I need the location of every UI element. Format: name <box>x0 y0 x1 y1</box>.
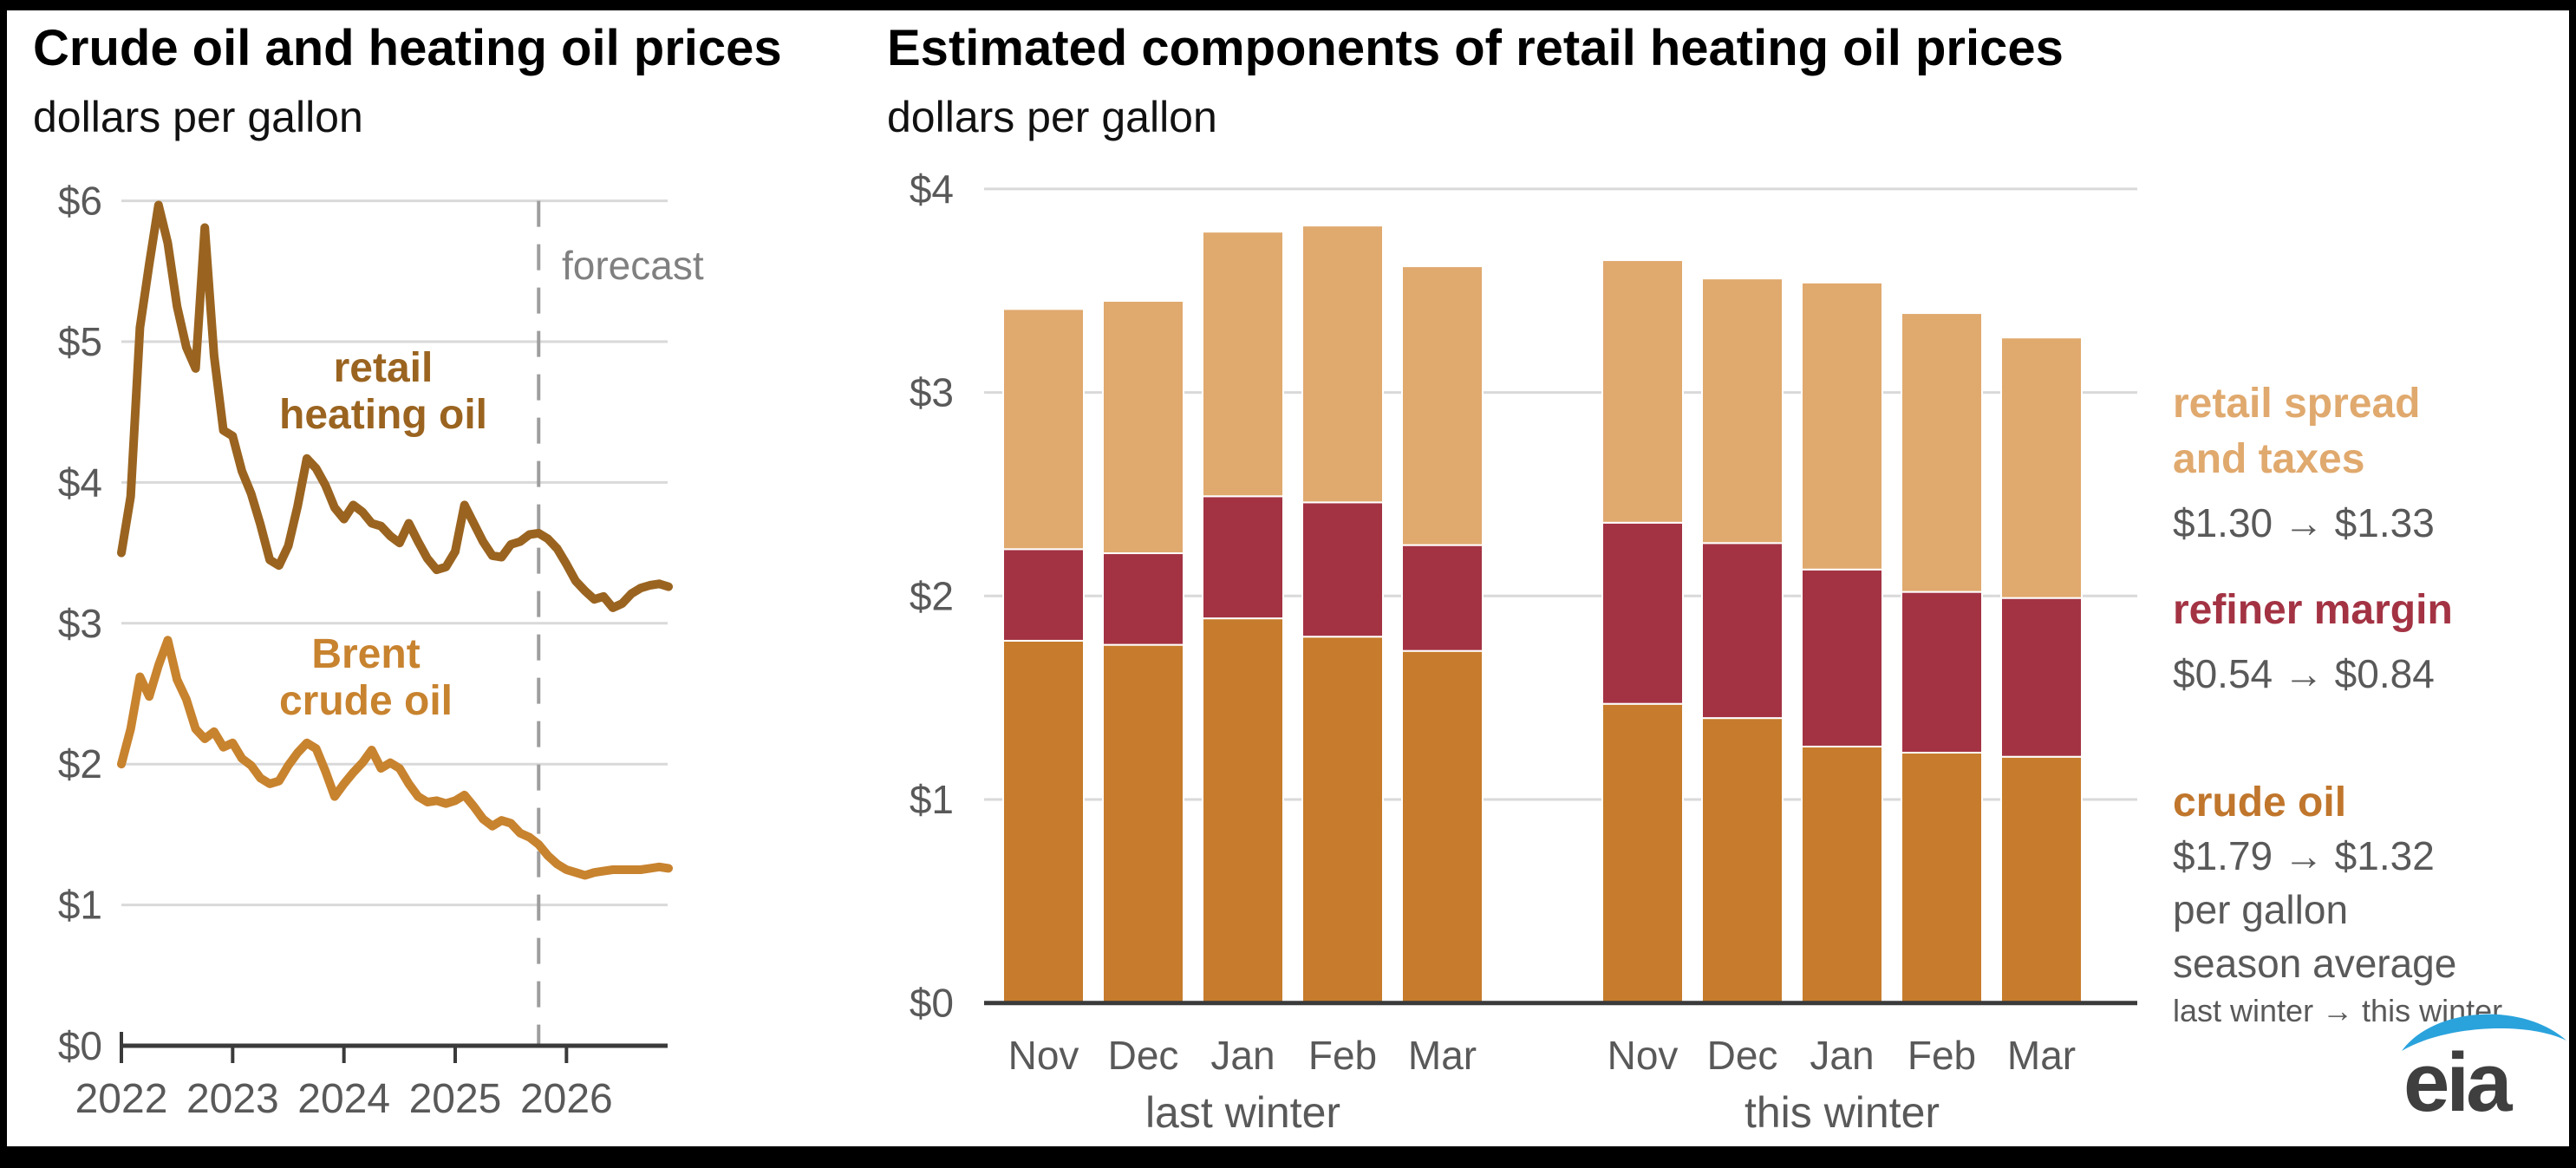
svg-text:$3: $3 <box>58 601 102 646</box>
svg-text:$2: $2 <box>58 741 102 786</box>
svg-text:$3: $3 <box>910 370 954 415</box>
svg-text:$5: $5 <box>58 319 102 364</box>
svg-text:2025: 2025 <box>409 1076 502 1122</box>
frame-top <box>0 0 2576 10</box>
svg-text:last winter: last winter <box>1145 1088 1340 1137</box>
svg-text:Dec: Dec <box>1108 1033 1179 1078</box>
svg-text:Mar: Mar <box>2007 1033 2076 1078</box>
svg-text:$1: $1 <box>58 883 102 928</box>
line-chart-crude-and-heating-oil-prices: 2022 2023 2024 2025 2026 $0 $1 $2 $3 $4 $5 $6 foreca… <box>58 179 704 1122</box>
bar-chart-legend: retail spread and taxes $1.30 → $1.33 re… <box>2173 376 2572 1032</box>
left-chart-subtitle: dollars per gallon <box>33 93 363 141</box>
legend-crude-oil-label: crude oil <box>2173 780 2347 825</box>
svg-text:$1: $1 <box>910 777 954 822</box>
svg-text:2023: 2023 <box>186 1076 279 1122</box>
legend-retail-spread-values: $1.30 → $1.33 <box>2173 500 2435 545</box>
right-chart-title: Estimated components of retail heating o… <box>887 20 2064 76</box>
svg-text:this winter: this winter <box>1745 1088 1940 1137</box>
svg-text:Feb: Feb <box>1908 1033 1976 1078</box>
svg-text:Nov: Nov <box>1608 1033 1679 1078</box>
frame-left <box>0 0 7 1168</box>
svg-text:2026: 2026 <box>520 1076 613 1122</box>
svg-text:$4: $4 <box>58 460 102 505</box>
svg-text:2022: 2022 <box>75 1076 168 1122</box>
svg-text:Nov: Nov <box>1008 1033 1079 1078</box>
svg-text:Feb: Feb <box>1308 1033 1377 1078</box>
svg-text:heating oil: heating oil <box>279 392 487 438</box>
legend-per-gallon-note: per gallon <box>2173 887 2349 932</box>
stacked-bar-chart-heating-oil-components: Nov Dec Jan Feb Mar last winter Nov Dec Jan Feb Ma… <box>910 166 2137 1137</box>
svg-text:$0: $0 <box>58 1023 102 1068</box>
svg-text:$4: $4 <box>910 166 954 212</box>
legend-refiner-margin-values: $0.54 → $0.84 <box>2173 651 2435 696</box>
svg-text:forecast: forecast <box>562 243 704 288</box>
eia-logo-text: eia <box>2403 1036 2512 1129</box>
eia-logo-swoosh-icon <box>2402 1014 2566 1051</box>
svg-text:crude oil: crude oil <box>279 678 453 724</box>
svg-text:$2: $2 <box>910 573 954 618</box>
legend-refiner-margin-label: refiner margin <box>2173 587 2453 633</box>
svg-text:Dec: Dec <box>1707 1033 1778 1078</box>
legend-season-average-note: season average <box>2173 941 2457 986</box>
svg-text:$6: $6 <box>58 179 102 224</box>
legend-retail-spread-label: retail spread and taxes <box>2173 381 2421 482</box>
svg-text:Brent: Brent <box>311 631 420 677</box>
svg-text:Jan: Jan <box>1210 1033 1275 1078</box>
svg-text:Jan: Jan <box>1810 1033 1874 1078</box>
svg-text:Mar: Mar <box>1408 1033 1477 1078</box>
svg-text:retail: retail <box>334 345 434 391</box>
svg-text:2024: 2024 <box>297 1076 390 1122</box>
eia-logo: eia <box>2391 1002 2573 1132</box>
right-chart-subtitle: dollars per gallon <box>887 93 1217 141</box>
frame-right <box>2569 0 2576 1168</box>
frame-bottom <box>0 1146 2576 1168</box>
svg-text:$0: $0 <box>910 981 954 1026</box>
legend-crude-oil-values: $1.79 → $1.32 <box>2173 833 2435 878</box>
left-chart-title: Crude oil and heating oil prices <box>33 20 782 76</box>
